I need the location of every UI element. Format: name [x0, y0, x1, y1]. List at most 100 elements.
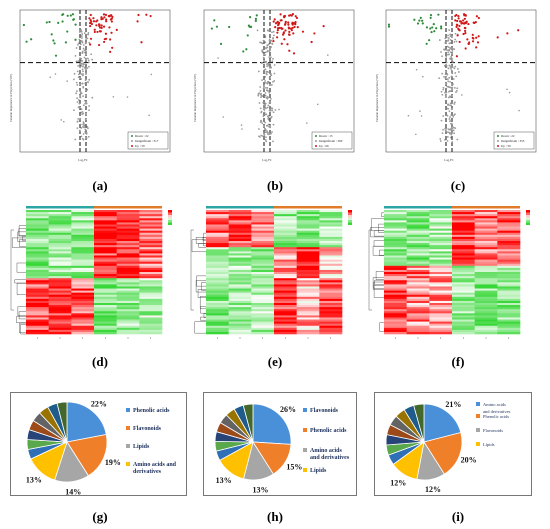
group-bar-1	[206, 206, 274, 209]
heatmap-cell	[406, 243, 430, 246]
point-insignificant	[440, 51, 442, 53]
heatmap-cell	[206, 331, 229, 335]
heatmap-cell	[497, 249, 521, 252]
heatmap-cell	[71, 210, 95, 213]
heatmap-cell	[384, 317, 407, 320]
point-insignificant	[78, 38, 81, 41]
point-up	[471, 36, 474, 39]
point-insignificant	[86, 37, 89, 40]
point-up	[274, 26, 277, 29]
heatmap-cell	[274, 331, 297, 335]
heatmap-cell	[71, 218, 95, 221]
heatmap-cell	[319, 216, 343, 219]
heatmap-cell	[474, 274, 498, 277]
point-insignificant	[272, 123, 275, 126]
heatmap-cell	[274, 329, 297, 333]
point-insignificant	[448, 49, 451, 52]
point-insignificant	[272, 30, 275, 33]
heatmap-cell	[384, 292, 407, 296]
heatmap-cell	[406, 317, 430, 320]
point-insignificant	[81, 51, 84, 54]
point-down	[429, 14, 433, 17]
heatmap-cell	[452, 247, 475, 250]
heatmap-cell	[429, 267, 453, 271]
point-up	[97, 43, 101, 47]
point-up	[284, 20, 287, 23]
point-insignificant	[447, 131, 449, 134]
heatmap-cell	[228, 241, 252, 244]
point-up	[108, 15, 111, 18]
heatmap-cell	[116, 261, 140, 265]
dendrogram-branch	[373, 281, 384, 289]
heatmap-cell	[474, 259, 498, 262]
heatmap-cell	[71, 280, 95, 283]
heatmap-cell	[251, 236, 275, 240]
volcano-plot-b: Variable Importance in Projection (VIP)L…	[193, 9, 355, 162]
heatmap-cell	[497, 236, 521, 240]
point-insignificant	[217, 57, 219, 59]
point-insignificant	[443, 76, 445, 78]
heatmap-cell	[406, 290, 430, 293]
heatmap-cell	[274, 286, 297, 289]
point-insignificant	[264, 86, 267, 89]
heatmap-cell	[206, 267, 229, 271]
point-insignificant	[453, 103, 456, 105]
heatmap-cell	[384, 232, 407, 236]
legend-marker	[315, 135, 317, 137]
heatmap-cell	[296, 230, 320, 234]
heatmap-cell	[71, 315, 95, 318]
heatmap-cell	[228, 210, 252, 213]
heatmap-cell	[319, 238, 343, 242]
heatmap-cell	[206, 232, 229, 236]
heatmap-cell	[384, 323, 407, 327]
point-insignificant	[454, 32, 457, 35]
point-up	[103, 38, 106, 41]
point-insignificant	[264, 113, 266, 116]
heatmap-cell	[26, 290, 49, 293]
point-up	[476, 41, 480, 44]
heatmap-cell	[48, 263, 72, 267]
heatmap-cell	[497, 234, 521, 238]
heatmap-cell	[48, 315, 72, 318]
dendrogram-branch	[17, 231, 26, 242]
heatmap-cell	[228, 278, 252, 281]
heatmap-cell	[452, 257, 475, 260]
heatmap-cell	[48, 288, 72, 291]
heatmap-cell	[48, 259, 72, 262]
point-insignificant	[442, 88, 445, 91]
point-insignificant	[450, 67, 452, 70]
heatmap-cell	[406, 214, 430, 217]
heatmap-cell	[474, 210, 498, 213]
heatmap-cell	[48, 253, 72, 256]
point-insignificant	[450, 35, 453, 38]
heatmap-cell	[71, 251, 95, 254]
heatmap-e	[190, 206, 352, 339]
point-down	[242, 50, 245, 53]
heatmap-cell	[274, 284, 297, 287]
heatmap-cell	[206, 251, 229, 254]
heatmap-cell	[296, 284, 320, 287]
heatmap-cell	[71, 224, 95, 227]
heatmap-cell	[139, 210, 163, 213]
heatmap-cell	[228, 234, 252, 238]
point-insignificant	[461, 94, 463, 96]
point-insignificant	[266, 46, 268, 49]
point-insignificant	[80, 39, 83, 42]
point-up	[136, 20, 139, 23]
point-insignificant	[456, 89, 458, 92]
heatmap-cell	[228, 288, 252, 291]
heatmap-cell	[48, 280, 72, 283]
heatmap-cell	[406, 253, 430, 256]
heatmap-cell	[452, 263, 475, 267]
heatmap-cell	[48, 243, 72, 246]
dendrogram-branch	[203, 313, 206, 318]
heatmap-cell	[274, 276, 297, 279]
heatmap-cell	[429, 269, 453, 273]
heatmap-cell	[497, 274, 521, 277]
heatmap-cell	[429, 234, 453, 238]
point-insignificant	[257, 70, 260, 73]
heatmap-cell	[251, 261, 275, 265]
heatmap-cell	[228, 218, 252, 221]
heatmap-cell	[474, 298, 498, 302]
point-insignificant	[451, 88, 454, 91]
